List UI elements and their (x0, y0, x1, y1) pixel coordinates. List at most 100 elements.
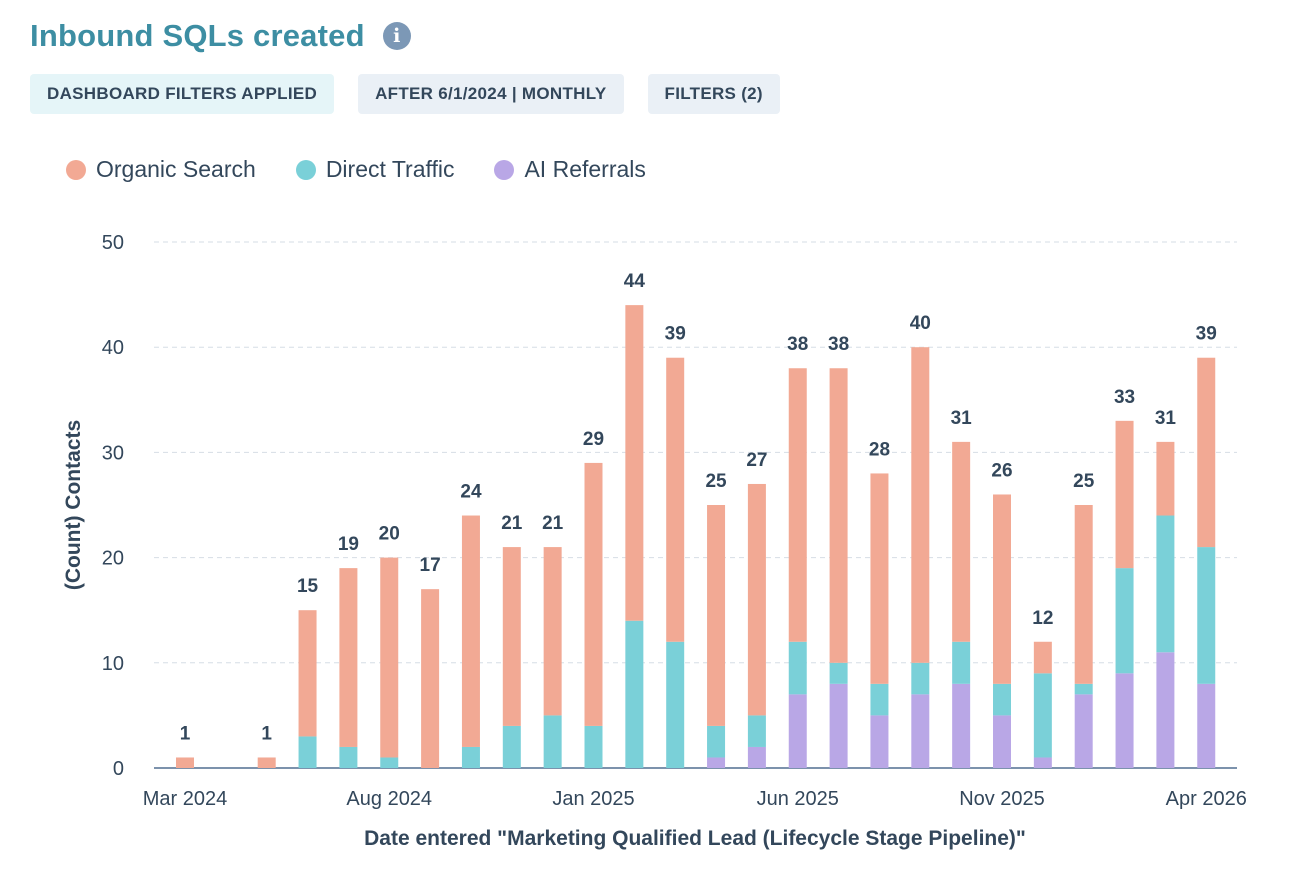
bar-segment-direct-traffic[interactable] (1115, 568, 1134, 674)
y-tick-label: 50 (102, 232, 124, 254)
bar-total-label: 25 (1073, 471, 1095, 492)
legend-item-ai-referrals[interactable]: AI Referrals (494, 156, 646, 183)
bar-segment-direct-traffic[interactable] (543, 715, 562, 768)
bar-segment-ai-referrals[interactable] (788, 694, 807, 768)
bar-total-label: 15 (297, 576, 319, 597)
bar-segment-organic-search[interactable] (993, 494, 1011, 684)
x-tick-label: Jun 2025 (757, 788, 839, 810)
bar-segment-ai-referrals[interactable] (952, 683, 971, 768)
y-tick-label: 10 (102, 653, 124, 675)
bar-total-label: 17 (420, 555, 441, 576)
bar-segment-direct-traffic[interactable] (666, 641, 685, 768)
bar-segment-organic-search[interactable] (176, 757, 194, 768)
bar-segment-organic-search[interactable] (1197, 357, 1216, 548)
bar-segment-ai-referrals[interactable] (911, 694, 930, 768)
bar-segment-organic-search[interactable] (298, 610, 317, 737)
bar-segment-ai-referrals[interactable] (747, 746, 766, 768)
bar-segment-direct-traffic[interactable] (707, 725, 726, 758)
bar-segment-ai-referrals[interactable] (1074, 694, 1093, 768)
legend-item-direct-traffic[interactable]: Direct Traffic (295, 156, 455, 183)
bar-segment-organic-search[interactable] (461, 515, 480, 747)
bar-segment-organic-search[interactable] (707, 505, 726, 726)
bar-segment-direct-traffic[interactable] (993, 683, 1011, 716)
bar-segment-ai-referrals[interactable] (993, 715, 1011, 768)
bar-segment-ai-referrals[interactable] (1033, 757, 1052, 768)
legend-swatch-organic-search (66, 159, 86, 180)
y-tick-label: 0 (113, 758, 124, 780)
legend-label-direct-traffic: Direct Traffic (325, 156, 455, 182)
bar-segment-direct-traffic[interactable] (625, 620, 644, 768)
bar-total-label: 38 (828, 334, 849, 355)
bar-segment-organic-search[interactable] (1115, 420, 1134, 569)
bar-segment-organic-search[interactable] (747, 483, 766, 716)
bar-segment-organic-search[interactable] (1074, 505, 1093, 684)
info-icon[interactable]: i (382, 22, 411, 50)
bar-segment-organic-search[interactable] (339, 568, 358, 747)
bar-total-label: 29 (583, 429, 604, 450)
bar-segment-ai-referrals[interactable] (1115, 673, 1134, 768)
date-range-pill[interactable]: AFTER 6/1/2024 | MONTHLY (358, 74, 624, 114)
bar-segment-direct-traffic[interactable] (380, 757, 399, 768)
legend-swatch-ai-referrals (494, 159, 515, 180)
legend-label-ai-referrals: AI Referrals (524, 156, 646, 182)
x-tick-label: Mar 2024 (143, 788, 228, 810)
bar-segment-organic-search[interactable] (788, 368, 807, 642)
bar-total-label: 39 (665, 324, 686, 345)
bar-segment-organic-search[interactable] (829, 368, 848, 663)
bar-total-label: 25 (705, 471, 727, 492)
bar-segment-direct-traffic[interactable] (952, 641, 971, 684)
bar-segment-direct-traffic[interactable] (829, 662, 848, 684)
bar-segment-organic-search[interactable] (952, 441, 971, 642)
bar-total-label: 1 (180, 723, 191, 744)
bar-segment-organic-search[interactable] (584, 462, 603, 726)
x-tick-label: Nov 2025 (959, 788, 1045, 810)
bar-segment-organic-search[interactable] (870, 473, 889, 684)
bar-segment-direct-traffic[interactable] (911, 662, 930, 695)
bar-total-label: 28 (869, 439, 890, 460)
bar-total-label: 12 (1032, 608, 1053, 629)
bar-total-label: 33 (1114, 387, 1135, 408)
bar-total-label: 31 (951, 408, 973, 429)
bar-segment-organic-search[interactable] (543, 547, 562, 716)
y-tick-label: 40 (102, 337, 124, 359)
bar-segment-organic-search[interactable] (1033, 641, 1052, 674)
bar-segment-organic-search[interactable] (421, 589, 440, 768)
bar-segment-direct-traffic[interactable] (461, 746, 480, 768)
bar-total-label: 1 (261, 723, 272, 744)
bar-total-label: 26 (991, 460, 1012, 481)
bar-segment-organic-search[interactable] (666, 357, 685, 642)
bar-segment-direct-traffic[interactable] (1074, 683, 1093, 695)
dashboard-filters-pill[interactable]: DASHBOARD FILTERS APPLIED (30, 74, 335, 114)
filters-pill[interactable]: FILTERS (2) (647, 74, 780, 114)
bar-segment-ai-referrals[interactable] (1197, 683, 1216, 768)
bar-segment-direct-traffic[interactable] (298, 736, 317, 768)
bar-segment-direct-traffic[interactable] (1197, 547, 1216, 684)
bar-segment-organic-search[interactable] (380, 557, 399, 758)
x-tick-label: Jan 2025 (552, 788, 634, 810)
legend-item-organic-search[interactable]: Organic Search (66, 156, 256, 183)
bar-segment-organic-search[interactable] (625, 305, 644, 621)
bar-total-label: 19 (338, 534, 359, 555)
bar-segment-direct-traffic[interactable] (788, 641, 807, 695)
bar-segment-organic-search[interactable] (502, 547, 521, 726)
y-axis-title: (Count) Contacts (62, 420, 85, 590)
bar-segment-direct-traffic[interactable] (339, 746, 358, 768)
bar-segment-ai-referrals[interactable] (1156, 652, 1175, 768)
bar-segment-ai-referrals[interactable] (707, 757, 726, 768)
bar-segment-organic-search[interactable] (257, 757, 276, 768)
bar-segment-direct-traffic[interactable] (584, 725, 603, 768)
bar-segment-ai-referrals[interactable] (829, 683, 848, 768)
bar-segment-organic-search[interactable] (911, 347, 930, 663)
bar-segment-direct-traffic[interactable] (870, 683, 889, 716)
bar-segment-organic-search[interactable] (1156, 441, 1175, 516)
bar-total-label: 38 (787, 334, 808, 355)
y-tick-label: 20 (102, 548, 124, 570)
bar-segment-ai-referrals[interactable] (870, 715, 889, 768)
bar-segment-direct-traffic[interactable] (1156, 515, 1175, 653)
x-tick-label: Aug 2024 (346, 788, 432, 810)
bar-segment-direct-traffic[interactable] (502, 725, 521, 768)
bar-segment-direct-traffic[interactable] (1033, 673, 1052, 758)
bar-total-label: 44 (624, 271, 646, 292)
bar-segment-direct-traffic[interactable] (747, 715, 766, 747)
